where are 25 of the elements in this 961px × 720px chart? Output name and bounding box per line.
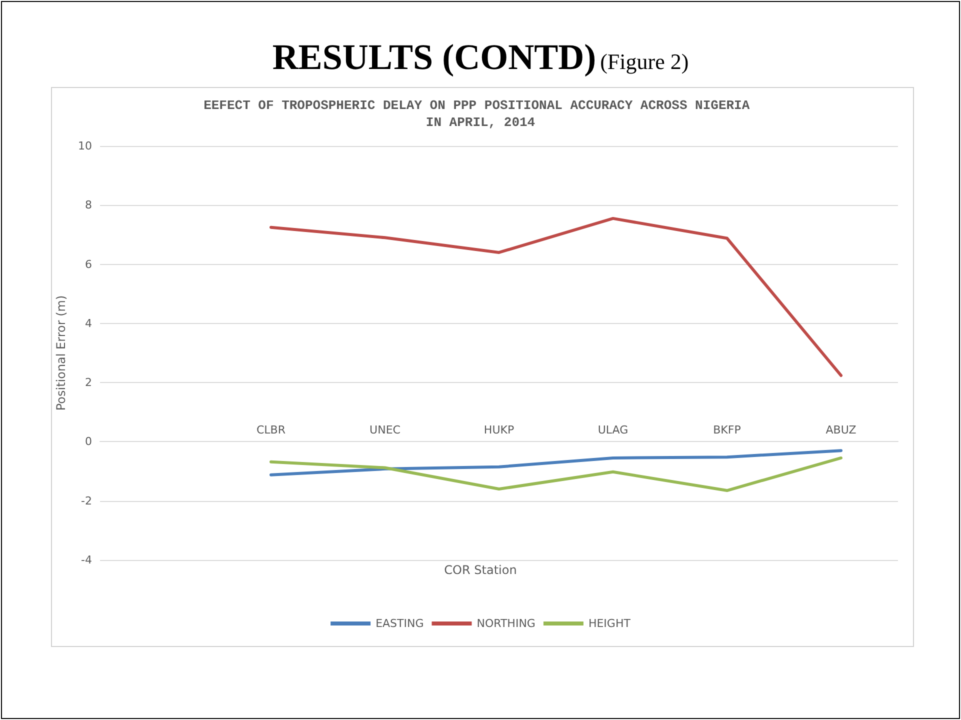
x-tick-label: UNEC — [370, 424, 401, 437]
line-series — [270, 449, 842, 476]
line-series — [270, 216, 842, 377]
y-tick-label: 10 — [78, 140, 92, 152]
chart-title: EEFECT OF TROPOSPHERIC DELAY ON PPP POSITIONAL ACCURACY ACROSS NIGERIA IN APRIL, 2014 — [204, 98, 758, 130]
x-tick-label: ULAG — [598, 424, 628, 437]
y-tick-label: 0 — [85, 435, 92, 448]
y-axis-title: Positional Error (m) — [54, 295, 68, 411]
y-tick-label: -4 — [81, 554, 92, 566]
y-tick-label: 6 — [85, 258, 92, 271]
x-tick-label: CLBR — [256, 424, 286, 437]
y-tick-label: 8 — [85, 198, 92, 212]
text: (Figure 2) — [600, 49, 689, 74]
y-tick-label: 4 — [85, 316, 92, 330]
x-tick-label: ABUZ — [826, 424, 857, 437]
legend-label: NORTHING — [476, 617, 536, 630]
legend-label: EASTING — [376, 617, 424, 630]
line-series — [270, 456, 842, 492]
y-tick-label: 2 — [85, 376, 92, 390]
legend-label: HEIGHT — [588, 617, 631, 630]
text: RESULTS (CONTD) — [272, 37, 596, 77]
y-tick-label: -2 — [81, 494, 92, 508]
x-axis-title: COR Station — [444, 563, 517, 577]
x-tick-label: BKFP — [713, 424, 742, 437]
x-tick-label: HUKP — [484, 424, 514, 437]
